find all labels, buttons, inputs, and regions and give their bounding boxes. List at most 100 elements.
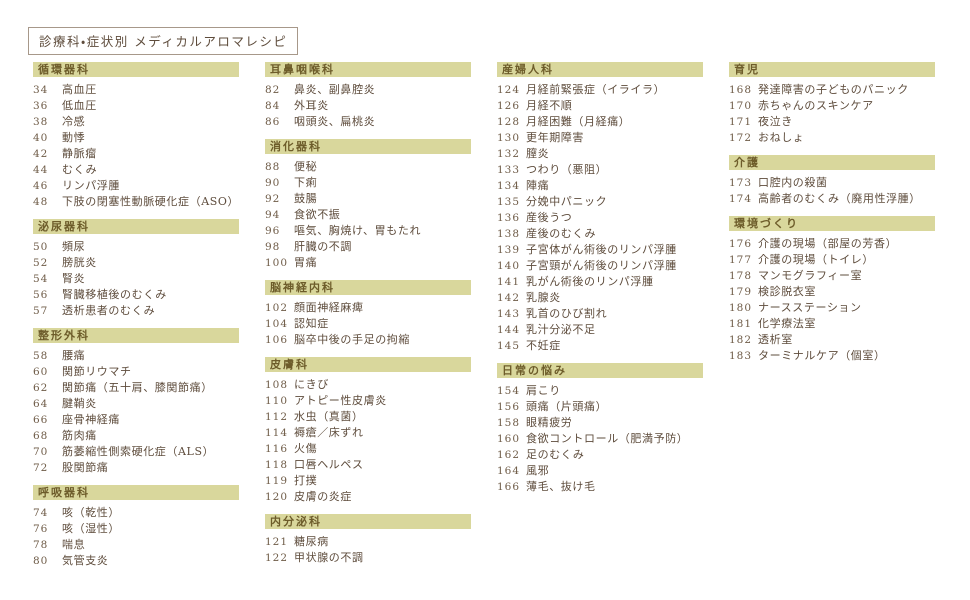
item-label: 食欲コントロール（肥満予防） xyxy=(526,432,689,445)
page-number: 90 xyxy=(265,177,281,189)
page-number: 78 xyxy=(33,539,49,551)
page-number: 120 xyxy=(265,491,289,503)
index-item: 154 肩こり xyxy=(497,383,703,399)
index-item: 140 子宮頸がん術後のリンパ浮腫 xyxy=(497,258,703,274)
index-item: 42 静脈瘤 xyxy=(33,146,239,162)
section-header: 介護 xyxy=(729,155,935,170)
item-label: 眼精疲労 xyxy=(526,416,573,429)
item-label: 食欲不振 xyxy=(294,208,341,221)
page-number: 60 xyxy=(33,366,49,378)
page-number: 181 xyxy=(729,318,753,330)
index-item: 72 股関節痛 xyxy=(33,460,239,476)
section: 皮膚科 108 にきび 110 アトピー性皮膚炎 112 水虫（真菌） 114 褥瘡／床ずれ 11… xyxy=(265,357,471,505)
index-item: 82 鼻炎、副鼻腔炎 xyxy=(265,82,471,98)
page-number: 180 xyxy=(729,302,753,314)
page-number: 70 xyxy=(33,446,49,458)
page-number: 160 xyxy=(497,433,521,445)
index-item: 114 褥瘡／床ずれ xyxy=(265,425,471,441)
item-label: 薄毛、抜け毛 xyxy=(526,480,596,493)
item-label: 高血圧 xyxy=(62,83,97,96)
item-label: 低血圧 xyxy=(62,99,97,112)
index-item: 133 つわり（悪阻） xyxy=(497,162,703,178)
page-number: 183 xyxy=(729,350,753,362)
item-label: 夜泣き xyxy=(758,115,793,128)
section-header: 日常の悩み xyxy=(497,363,703,378)
item-label: 陣痛 xyxy=(526,179,550,192)
index-item: 172 おねしょ xyxy=(729,130,935,146)
index-item: 177 介護の現場（トイレ） xyxy=(729,252,935,268)
index-item: 138 産後のむくみ xyxy=(497,226,703,242)
item-label: 子宮頸がん術後のリンパ浮腫 xyxy=(526,259,677,272)
page-number: 36 xyxy=(33,100,49,112)
page-number: 116 xyxy=(265,443,289,455)
item-label: 赤ちゃんのスキンケア xyxy=(758,99,874,112)
index-item: 162 足のむくみ xyxy=(497,447,703,463)
section: 泌尿器科 50 頻尿 52 膀胱炎 54 腎炎 56 腎臓移植後のむくみ 57 透析患者のむくみ xyxy=(33,219,239,319)
item-label: 腎炎 xyxy=(62,272,86,285)
page-number: 138 xyxy=(497,228,521,240)
item-label: 甲状腺の不調 xyxy=(294,551,364,564)
page-number: 102 xyxy=(265,302,289,314)
page-number: 92 xyxy=(265,193,281,205)
page-number: 178 xyxy=(729,270,753,282)
index-item: 86 咽頭炎、扁桃炎 xyxy=(265,114,471,130)
page-number: 34 xyxy=(33,84,49,96)
page-number: 176 xyxy=(729,238,753,250)
page-number: 40 xyxy=(33,132,49,144)
index-item: 88 便秘 xyxy=(265,159,471,175)
index-item: 48 下肢の閉塞性動脈硬化症（ASO） xyxy=(33,194,239,210)
index-item: 130 更年期障害 xyxy=(497,130,703,146)
section: 育児 168 発達障害の子どものパニック 170 赤ちゃんのスキンケア 171 夜泣き 172… xyxy=(729,62,935,146)
page-number: 58 xyxy=(33,350,49,362)
page-number: 122 xyxy=(265,552,289,564)
item-label: 透析室 xyxy=(758,333,793,346)
index-item: 112 水虫（真菌） xyxy=(265,409,471,425)
section-header: 泌尿器科 xyxy=(33,219,239,234)
page-number: 100 xyxy=(265,257,289,269)
item-label: 月経前緊張症（イライラ） xyxy=(526,83,666,96)
page-number: 177 xyxy=(729,254,753,266)
page-number: 80 xyxy=(33,555,49,567)
page-number: 52 xyxy=(33,257,49,269)
index-item: 100 胃痛 xyxy=(265,255,471,271)
item-label: 火傷 xyxy=(294,442,318,455)
index-item: 36 低血圧 xyxy=(33,98,239,114)
item-label: 外耳炎 xyxy=(294,99,329,112)
section-header: 耳鼻咽喉科 xyxy=(265,62,471,77)
page-number: 108 xyxy=(265,379,289,391)
page-number: 133 xyxy=(497,164,521,176)
index-item: 135 分娩中パニック xyxy=(497,194,703,210)
page-number: 86 xyxy=(265,116,281,128)
section-header: 産婦人科 xyxy=(497,62,703,77)
item-label: 介護の現場（部屋の芳香） xyxy=(758,237,898,250)
index-item: 179 検診脱衣室 xyxy=(729,284,935,300)
page-number: 112 xyxy=(265,411,289,423)
index-item: 108 にきび xyxy=(265,377,471,393)
page-number: 121 xyxy=(265,536,289,548)
item-label: 鼻炎、副鼻腔炎 xyxy=(294,83,376,96)
item-label: 発達障害の子どものパニック xyxy=(758,83,909,96)
item-label: 更年期障害 xyxy=(526,131,584,144)
page-number: 158 xyxy=(497,417,521,429)
index-item: 118 口唇ヘルペス xyxy=(265,457,471,473)
item-label: 気管支炎 xyxy=(62,554,109,567)
index-item: 141 乳がん術後のリンパ浮腫 xyxy=(497,274,703,290)
item-label: 乳汁分泌不足 xyxy=(526,323,596,336)
index-item: 134 陣痛 xyxy=(497,178,703,194)
index-item: 56 腎臓移植後のむくみ xyxy=(33,287,239,303)
index-item: 50 頻尿 xyxy=(33,239,239,255)
index-column-2: 耳鼻咽喉科 82 鼻炎、副鼻腔炎 84 外耳炎 86 咽頭炎、扁桃炎 消化器科 88 便秘 90 下痢… xyxy=(265,62,471,575)
page-number: 140 xyxy=(497,260,521,272)
page-number: 96 xyxy=(265,225,281,237)
index-item: 104 認知症 xyxy=(265,316,471,332)
index-item: 139 子宮体がん術後のリンパ浮腫 xyxy=(497,242,703,258)
item-label: 口腔内の殺菌 xyxy=(758,176,828,189)
page-number: 182 xyxy=(729,334,753,346)
page-number: 179 xyxy=(729,286,753,298)
page-number: 106 xyxy=(265,334,289,346)
index-item: 128 月経困難（月経痛） xyxy=(497,114,703,130)
page-number: 156 xyxy=(497,401,521,413)
index-item: 181 化学療法室 xyxy=(729,316,935,332)
item-label: 不妊症 xyxy=(526,339,561,352)
page-number: 76 xyxy=(33,523,49,535)
